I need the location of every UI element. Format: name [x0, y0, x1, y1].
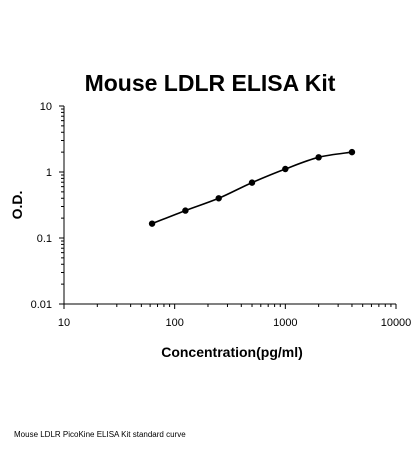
y-tick-label: 1 — [46, 167, 52, 179]
chart-title: Mouse LDLR ELISA Kit — [84, 70, 336, 96]
data-point — [248, 179, 256, 186]
y-tick-label: 0.01 — [31, 299, 52, 311]
y-axis-ticks: 0.01 0.1 1 10 — [31, 101, 64, 311]
data-point — [148, 220, 156, 227]
x-tick-label: 10000 — [381, 317, 412, 329]
standard-curve-line — [151, 151, 353, 225]
x-axis-label: Concentration(pg/ml) — [161, 344, 303, 360]
data-point — [215, 195, 222, 202]
data-point — [282, 165, 289, 173]
y-axis-label: O.D. — [9, 191, 25, 220]
data-point — [315, 154, 322, 161]
data-points — [148, 148, 356, 227]
chart-axes — [63, 106, 396, 305]
y-tick-label: 0.1 — [37, 233, 52, 245]
x-tick-label: 100 — [165, 317, 183, 329]
x-axis-ticks: 10 100 1000 10000 — [58, 304, 411, 329]
data-point — [182, 207, 189, 214]
y-tick-label: 10 — [40, 101, 52, 113]
x-tick-label: 10 — [58, 317, 70, 329]
figure-caption: Mouse LDLR PicoKine ELISA Kit standard c… — [14, 430, 186, 439]
data-point — [348, 148, 356, 156]
x-tick-label: 1000 — [273, 317, 297, 329]
